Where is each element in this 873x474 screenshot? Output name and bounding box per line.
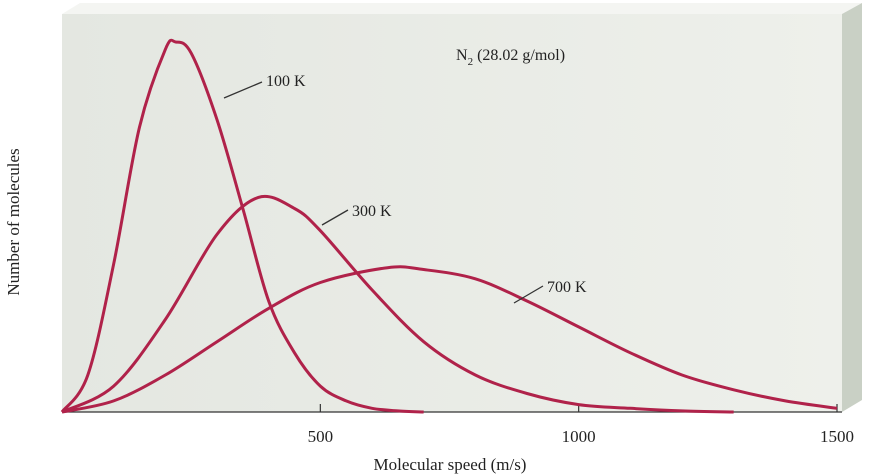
curve-label: 100 K <box>266 73 306 90</box>
x-tick-label: 1000 <box>562 427 596 446</box>
panel-side-face <box>842 3 862 412</box>
x-axis-title: Molecular speed (m/s) <box>374 455 527 474</box>
curve-label-leader <box>513 285 544 304</box>
curve-label-leader <box>321 209 349 226</box>
curve-label-leader <box>223 81 263 99</box>
series-line-300k <box>61 194 734 414</box>
curve-label: 700 K <box>547 279 587 296</box>
x-tick-labels: 500 1000 1500 <box>308 427 854 446</box>
chart-title: N2 (28.02 g/mol) <box>456 47 565 68</box>
panel-top-face <box>62 3 862 14</box>
curves <box>60 38 838 414</box>
x-tick-label: 500 <box>308 427 334 446</box>
curve-label: 300 K <box>352 203 392 220</box>
curve-labels: 100 K 300 K 700 K <box>223 73 587 304</box>
plot-panel <box>62 14 842 412</box>
series-line-100k <box>60 38 424 414</box>
series-line-700k <box>61 265 838 414</box>
y-axis-title: Number of molecules <box>4 148 23 295</box>
x-tick-label: 1500 <box>820 427 854 446</box>
